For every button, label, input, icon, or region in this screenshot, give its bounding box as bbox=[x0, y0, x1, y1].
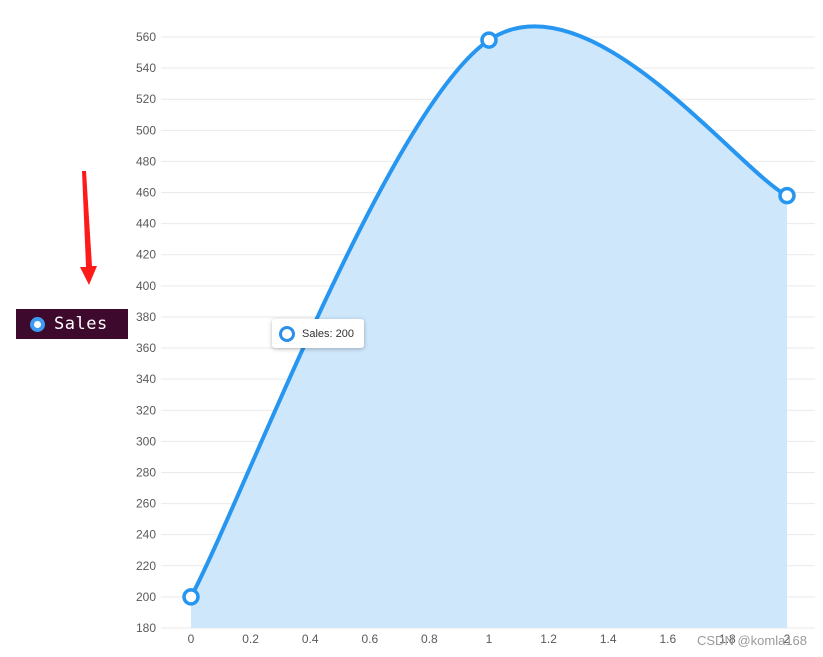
y-tick-label: 420 bbox=[136, 248, 156, 262]
series-area bbox=[189, 24, 789, 629]
tooltip-text: Sales: 200 bbox=[302, 327, 354, 340]
y-tick-label: 200 bbox=[136, 590, 156, 604]
y-tick-label: 340 bbox=[136, 372, 156, 386]
tooltip-marker-icon bbox=[279, 325, 295, 342]
x-tick-label: 1.4 bbox=[600, 632, 617, 646]
red-arrow-annotation bbox=[80, 171, 97, 285]
x-tick-label: 1 bbox=[486, 632, 493, 646]
x-tick-label: 2 bbox=[784, 632, 791, 646]
y-tick-label: 480 bbox=[136, 154, 156, 168]
x-tick-label: 0.2 bbox=[242, 632, 259, 646]
x-tick-label: 1.2 bbox=[540, 632, 557, 646]
series-line bbox=[189, 24, 789, 599]
y-tick-label: 300 bbox=[136, 434, 156, 448]
y-tick-label: 180 bbox=[136, 621, 156, 635]
x-tick-label: 0.8 bbox=[421, 632, 438, 646]
y-tick-label: 360 bbox=[136, 341, 156, 355]
x-tick-label: 1.6 bbox=[659, 632, 676, 646]
y-tick-label: 440 bbox=[136, 217, 156, 231]
y-tick-label: 500 bbox=[136, 123, 156, 137]
y-tick-label: 400 bbox=[136, 279, 156, 293]
data-points bbox=[182, 31, 796, 606]
x-tick-label: 0 bbox=[188, 632, 195, 646]
legend[interactable]: Sales bbox=[16, 309, 128, 339]
watermark: CSDN @komla168 bbox=[697, 633, 808, 648]
y-tick-label: 460 bbox=[136, 186, 156, 200]
x-tick-label: 0.6 bbox=[361, 632, 378, 646]
y-tick-label: 380 bbox=[136, 310, 156, 324]
y-tick-label: 560 bbox=[136, 30, 156, 44]
legend-label: Sales bbox=[54, 314, 108, 334]
y-axis-ticks: 180 200 220 240 260 280 300 320 340 360 380 400 420 4… bbox=[136, 30, 156, 635]
y-tick-label: 280 bbox=[136, 465, 156, 479]
y-tick-label: 220 bbox=[136, 559, 156, 573]
x-tick-label: 1.8 bbox=[719, 632, 736, 646]
y-tick-label: 260 bbox=[136, 497, 156, 511]
y-tick-label: 520 bbox=[136, 92, 156, 106]
data-point[interactable] bbox=[778, 186, 796, 205]
x-axis-ticks: 0 0.2 0.4 0.6 0.8 1 1.2 1.4 1.6 1.8 2 bbox=[188, 632, 791, 646]
data-point[interactable] bbox=[182, 588, 200, 606]
y-tick-label: 540 bbox=[136, 61, 156, 75]
series-area-fill bbox=[191, 26, 787, 629]
y-tick-label: 240 bbox=[136, 528, 156, 542]
tooltip: Sales: 200 bbox=[272, 319, 364, 348]
legend-marker-icon bbox=[30, 316, 45, 332]
data-point[interactable] bbox=[480, 31, 498, 49]
y-tick-label: 320 bbox=[136, 403, 156, 417]
x-tick-label: 0.4 bbox=[302, 632, 319, 646]
arrow-icon bbox=[80, 171, 97, 285]
